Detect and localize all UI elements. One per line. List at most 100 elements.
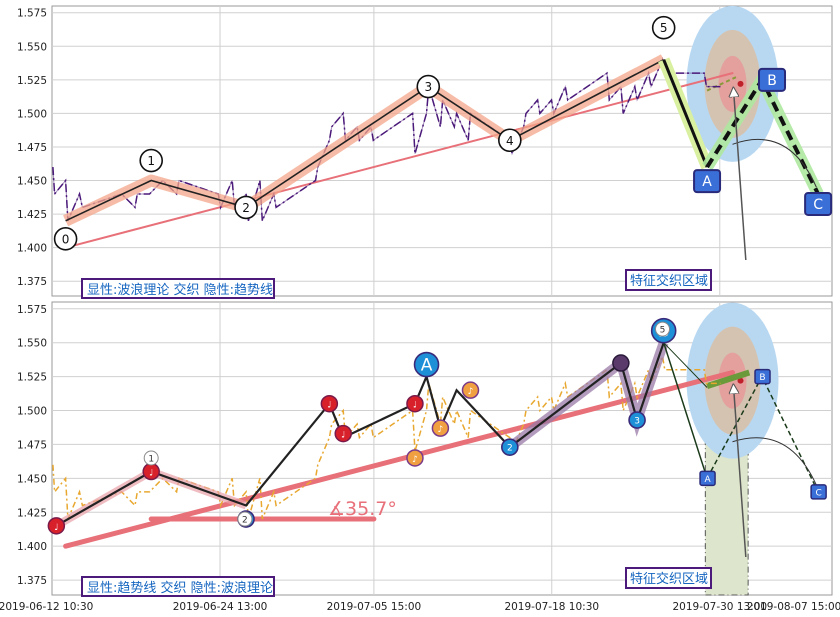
wave-point-marker [139,148,163,173]
wave-point-marker [416,74,441,99]
top-trendline [64,72,737,249]
future-point-label: A [704,475,711,485]
top-panel: 1.575 1.550 1.525 1.500 1.475 1.450 1.425 1.400… [17,5,833,299]
abc-point-label: B [767,73,777,89]
wave-point-label: 4 [506,134,514,148]
wave-point-marker [498,128,522,153]
x-tick-label: 2019-07-18 10:30 [504,601,599,613]
small-point-label: 1 [148,454,154,464]
future-point-marker [754,368,771,385]
abc-point-marker [804,191,833,216]
zone-center-dot [737,377,744,384]
red-note-marker [47,517,66,535]
red-note-glyph: ♩ [327,401,331,411]
y-tick-label: 1.375 [17,276,47,288]
major-point-marker [501,438,519,456]
zone-ellipse-inner [718,55,747,112]
bottom-price-series [52,353,721,520]
red-note-glyph: ♩ [54,523,58,533]
x-tick-label: 2019-06-24 13:00 [173,601,268,613]
small-point-marker [655,321,671,337]
orange-note-marker [406,449,424,467]
y-tick-label: 1.450 [17,176,47,188]
orange-note-marker [461,381,480,399]
bottom-point-markers: ♩♩♩♩♩♪♪♪1A23B125ABC [47,317,827,535]
red-note-marker [406,394,424,413]
y-tick-label: 1.400 [17,541,47,553]
top-wave-path [63,54,667,227]
abc-point-marker [758,67,787,92]
abc-arc [732,437,817,486]
wave-point-label: 2 [242,201,250,215]
top-annotation-text: 显性:波浪理论 交织 隐性:趋势线 [87,282,273,298]
top-annotation-box: 显性:波浪理论 交织 隐性:趋势线 [81,278,275,299]
future-point-marker [810,484,827,500]
orange-note-glyph: ♪ [438,425,444,435]
trendline-extension [706,76,737,92]
abc-point-marker [693,169,722,194]
zone-arrow [734,389,747,558]
orange-note-glyph: ♪ [468,387,474,397]
top-y-axis: 1.575 1.550 1.525 1.500 1.475 1.450 1.425 1.400… [17,8,47,289]
major-point-marker [628,411,646,429]
y-tick-label: 1.375 [17,575,47,587]
purple-note-marker [612,354,630,372]
red-note-glyph: ♩ [149,469,153,479]
x-tick-label: 2019-07-30 13:00 [672,601,767,613]
small-point-marker [143,450,159,466]
top-zone-label-text: 特征交织区域 [630,273,708,289]
abc-arc [732,138,817,188]
bottom-zone-label-text: 特征交织区域 [630,571,708,587]
bottom-y-axis: 1.575 1.550 1.525 1.500 1.475 1.450 1.425 1.400… [17,304,47,587]
bottom-annotation-text: 显性:趋势线 交织 隐性:波浪理论 [87,580,273,596]
y-tick-label: 1.475 [17,142,47,154]
wave-point-marker [651,15,676,40]
y-tick-label: 1.525 [17,75,47,87]
wave-b-trend [663,342,708,388]
small-point-label: 5 [660,326,666,336]
wave-ba-line [662,342,708,479]
y-tick-label: 1.500 [17,406,47,418]
y-tick-label: 1.550 [17,338,47,350]
bottom-annotation-box: 显性:趋势线 交织 隐性:波浪理论 [81,576,275,597]
major-point-label: A [421,356,433,376]
x-tick-label: 2019-08-07 15:00 [747,601,840,613]
orange-note-glyph: ♪ [412,455,418,465]
x-axis-labels: 2019-06-12 10:30 2019-06-24 13:00 2019-07-… [0,601,840,613]
major-point-label: 2 [507,444,513,454]
red-note-glyph: ♩ [413,401,417,411]
wave-5a-line [662,59,709,168]
bottom-zone-label: 特征交织区域 [625,567,712,589]
top-zone-label: 特征交织区域 [625,269,712,291]
y-tick-label: 1.400 [17,243,47,255]
future-point-marker [699,470,716,487]
y-tick-label: 1.575 [17,304,47,316]
y-tick-label: 1.525 [17,372,47,384]
y-tick-label: 1.450 [17,473,47,485]
bottom-angle-label: ∡35.7° [328,498,397,520]
x-tick-label: 2019-07-05 15:00 [327,601,422,613]
red-note-marker [320,394,339,413]
abc-point-label: A [702,174,712,190]
y-tick-label: 1.425 [17,209,47,221]
price-line [52,353,721,520]
zone-arrow [734,92,747,261]
abc-point-label: C [813,197,823,213]
wave-point-label: 3 [424,80,432,94]
y-tick-label: 1.500 [17,108,47,120]
small-point-marker [237,511,253,527]
small-point-label: 2 [242,516,248,526]
future-point-label: C [815,488,821,498]
y-tick-label: 1.425 [17,507,47,519]
bottom-panel: 1.575 1.550 1.525 1.500 1.475 1.450 1.425 1.400… [17,301,833,597]
red-note-glyph: ♩ [341,431,345,441]
major-point-label: 3 [634,417,640,427]
top-point-markers: 0 1 2 3 4 5 A B C [53,15,833,251]
future-point-label: B [759,373,765,383]
major-point-marker [413,351,440,378]
orange-note-marker [431,419,450,437]
wave-point-marker [234,195,258,220]
wave-point-label: 0 [62,232,70,246]
wave-point-marker [53,227,78,251]
